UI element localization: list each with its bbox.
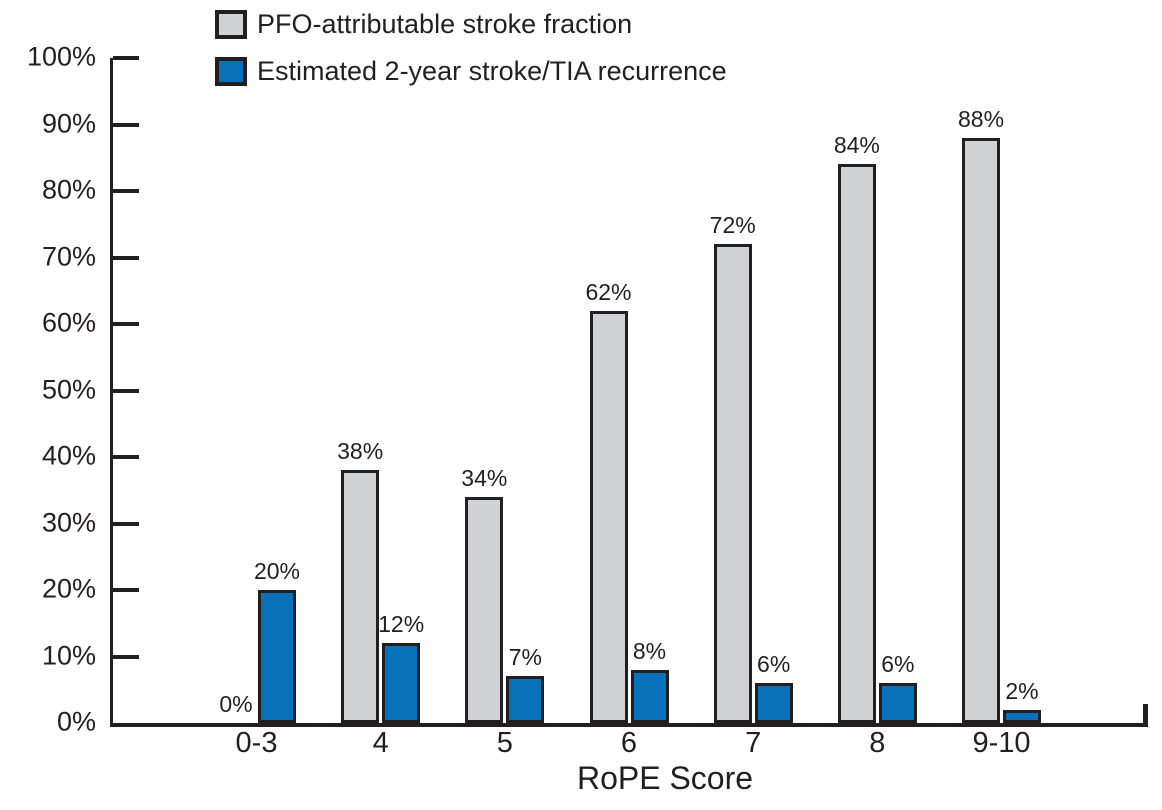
bar-recurrence	[630, 669, 669, 723]
y-axis-tick	[113, 56, 139, 60]
bar-recurrence	[754, 683, 793, 723]
x-axis-category-label: 0-3	[235, 727, 278, 759]
x-axis-category-label: 5	[496, 727, 513, 759]
bar-recurrence	[506, 676, 545, 723]
y-axis-tick-label: 20%	[41, 573, 96, 604]
bar-recurrence	[258, 590, 296, 723]
y-axis-tick-label: 10%	[41, 639, 96, 670]
plot-area: 0% 10% 20% 30% 40% 50% 60% 70% 80% 90% 100% 0% 20% 38…	[27, 43, 1148, 735]
bar-recurrence	[878, 683, 917, 723]
y-axis-tick	[113, 122, 139, 127]
legend-swatch-blue	[215, 57, 247, 86]
y-axis-tick	[113, 189, 139, 193]
y-axis-tick	[113, 388, 139, 393]
bar-pfo-fraction	[465, 496, 504, 723]
bar-value-label: 0%	[219, 691, 253, 717]
bar-value-label: 7%	[508, 644, 542, 671]
legend-label-recurrence: Estimated 2-year stroke/TIA recurrence	[257, 56, 727, 86]
legend-swatch-gray	[215, 10, 247, 39]
bar-value-label: 72%	[709, 212, 756, 239]
bar-pfo-fraction	[341, 470, 380, 723]
y-axis-tick-label: 0%	[56, 706, 96, 737]
bar-value-label: 12%	[378, 611, 425, 638]
y-axis-tick-label: 70%	[41, 240, 96, 271]
bar-value-label: 2%	[1005, 677, 1039, 704]
y-axis-tick	[113, 521, 139, 526]
legend-label-pfo-fraction: PFO-attributable stroke fraction	[257, 9, 633, 39]
bar-recurrence	[1003, 709, 1042, 723]
bar-value-label: 34%	[461, 464, 508, 491]
x-axis-end-tick	[1143, 704, 1148, 723]
bar-pfo-fraction	[962, 137, 1001, 723]
x-axis-category-label: 9-10	[972, 727, 1031, 759]
bar-value-label: 6%	[881, 651, 915, 678]
chart-legend: PFO-attributable stroke fraction Estimat…	[215, 10, 727, 104]
bar-recurrence	[382, 643, 421, 723]
y-axis-tick-label: 40%	[41, 440, 96, 471]
x-axis-category-label: 7	[745, 727, 762, 759]
bar-value-label: 62%	[585, 278, 632, 305]
bar-value-label: 6%	[757, 651, 791, 678]
x-axis-category-label: 6	[620, 727, 638, 759]
bar-value-label: 84%	[833, 132, 880, 159]
bar-pfo-fraction	[837, 164, 876, 723]
y-axis-tick-label: 80%	[41, 174, 96, 205]
y-axis-tick-label: 100%	[26, 41, 96, 72]
bar-value-label: 8%	[632, 637, 667, 664]
y-axis-tick	[113, 322, 139, 326]
x-axis-category-label: 8	[869, 727, 886, 759]
y-axis-tick	[113, 255, 139, 260]
x-axis-title: RoPE Score	[576, 760, 754, 796]
y-axis-tick	[113, 654, 139, 659]
y-axis-tick-label: 60%	[41, 307, 96, 338]
y-axis-tick	[113, 455, 139, 459]
bar-value-label: 20%	[253, 558, 301, 584]
bar-value-label: 88%	[957, 105, 1005, 132]
bar-pfo-fraction	[713, 244, 752, 723]
legend-entry-recurrence: Estimated 2-year stroke/TIA recurrence	[215, 57, 727, 86]
y-axis-tick-label: 50%	[41, 373, 96, 404]
y-axis-tick-label: 30%	[41, 506, 96, 537]
x-axis-category-label: 4	[372, 727, 389, 759]
y-axis-tick-label: 90%	[41, 107, 96, 138]
legend-entry-pfo-fraction: PFO-attributable stroke fraction	[215, 10, 727, 39]
bar-value-label: 38%	[337, 438, 384, 465]
bar-pfo-fraction	[589, 310, 628, 723]
y-axis-tick	[113, 588, 139, 592]
